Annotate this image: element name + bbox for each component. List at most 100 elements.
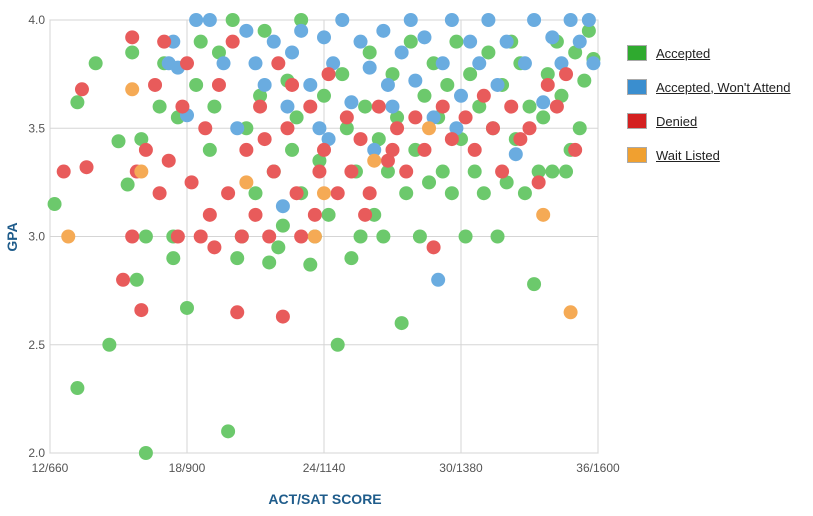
point-denied (330, 186, 345, 201)
point-denied (257, 132, 272, 147)
point-wait-listed (125, 82, 140, 97)
point-accepted-won-t-attend (321, 132, 336, 147)
point-accepted (545, 164, 560, 179)
legend-item-wait-listed[interactable]: Wait Listed (627, 138, 791, 172)
legend-label[interactable]: Accepted, Won't Attend (656, 79, 791, 95)
point-accepted (463, 67, 478, 82)
point-accepted (312, 153, 327, 168)
point-denied (399, 164, 414, 179)
point-accepted-won-t-attend (572, 34, 587, 49)
point-accepted-won-t-attend (508, 147, 523, 162)
point-accepted-won-t-attend (385, 99, 400, 114)
legend-item-denied[interactable]: Denied (627, 104, 791, 138)
point-accepted (262, 255, 277, 270)
point-accepted (138, 229, 153, 244)
point-accepted (125, 45, 140, 60)
point-denied (531, 175, 546, 190)
point-accepted (47, 197, 62, 212)
point-accepted (70, 95, 85, 110)
point-denied (234, 229, 249, 244)
legend-item-accepted[interactable]: Accepted (627, 36, 791, 70)
point-denied (134, 303, 149, 318)
point-accepted (180, 300, 194, 315)
legend-swatch-accepted (627, 45, 647, 61)
point-accepted (399, 186, 414, 201)
point-accepted-won-t-attend (554, 56, 569, 71)
point-denied (495, 164, 510, 179)
point-accepted (353, 229, 368, 244)
point-denied (344, 164, 359, 179)
point-accepted-won-t-attend (312, 121, 327, 136)
x-axis-title: ACT/SAT SCORE (268, 491, 381, 507)
point-accepted (211, 45, 226, 60)
point-accepted-won-t-attend (202, 13, 217, 27)
point-accepted (490, 229, 505, 244)
point-accepted-won-t-attend (527, 13, 542, 27)
point-accepted-won-t-attend (586, 56, 601, 71)
point-accepted-won-t-attend (239, 23, 254, 38)
point-accepted (536, 110, 551, 125)
point-denied (513, 132, 528, 147)
point-wait-listed (239, 175, 254, 190)
y-tick-label: 2.5 (28, 338, 45, 352)
legend-item-accepted-wont-attend[interactable]: Accepted, Won't Attend (627, 70, 791, 104)
point-wait-listed (317, 186, 331, 201)
point-accepted (390, 110, 405, 125)
point-accepted-won-t-attend (581, 13, 596, 27)
point-accepted (440, 77, 455, 92)
point-accepted-won-t-attend (426, 110, 441, 125)
point-denied (321, 67, 336, 82)
point-accepted (230, 251, 245, 266)
point-accepted (522, 99, 537, 114)
point-accepted (289, 110, 304, 125)
point-accepted (166, 251, 181, 266)
point-accepted (207, 99, 222, 114)
point-denied (559, 67, 574, 82)
point-wait-listed (367, 153, 382, 168)
point-wait-listed (61, 229, 76, 244)
point-accepted (581, 23, 596, 38)
point-accepted-won-t-attend (257, 77, 272, 92)
x-tick-label: 36/1600 (576, 461, 620, 475)
point-denied (540, 77, 555, 92)
legend-label[interactable]: Accepted (656, 45, 711, 61)
point-accepted (540, 67, 555, 82)
point-accepted-won-t-attend (294, 23, 309, 38)
point-accepted (321, 207, 336, 222)
point-accepted-won-t-attend (266, 34, 281, 49)
point-accepted-won-t-attend (563, 13, 578, 27)
point-accepted (444, 186, 459, 201)
point-accepted (481, 45, 496, 60)
point-denied (198, 121, 213, 136)
legend-label[interactable]: Denied (656, 113, 698, 129)
y-tick-label: 2.0 (28, 446, 45, 460)
point-accepted (111, 134, 126, 149)
point-accepted-won-t-attend (517, 56, 532, 71)
x-tick-label: 12/660 (32, 461, 69, 475)
legend-label[interactable]: Wait Listed (656, 147, 720, 163)
point-denied (74, 82, 89, 97)
point-denied (339, 110, 354, 125)
point-accepted (189, 77, 204, 92)
point-accepted-won-t-attend (444, 13, 459, 27)
y-tick-label: 3.0 (28, 230, 45, 244)
point-accepted (271, 240, 286, 255)
point-denied (125, 229, 140, 244)
point-accepted (568, 45, 583, 60)
point-accepted (403, 34, 418, 49)
point-accepted-won-t-attend (362, 60, 377, 75)
point-accepted (225, 13, 240, 27)
point-accepted-won-t-attend (435, 56, 450, 71)
point-accepted-won-t-attend (344, 95, 359, 110)
point-accepted-won-t-attend (499, 34, 514, 49)
point-accepted (380, 164, 395, 179)
point-accepted (559, 164, 574, 179)
point-denied (568, 142, 583, 157)
point-denied (435, 99, 450, 114)
point-denied (426, 240, 441, 255)
point-denied (138, 142, 153, 157)
point-accepted (517, 186, 532, 201)
point-denied (180, 56, 194, 71)
point-accepted (412, 229, 427, 244)
